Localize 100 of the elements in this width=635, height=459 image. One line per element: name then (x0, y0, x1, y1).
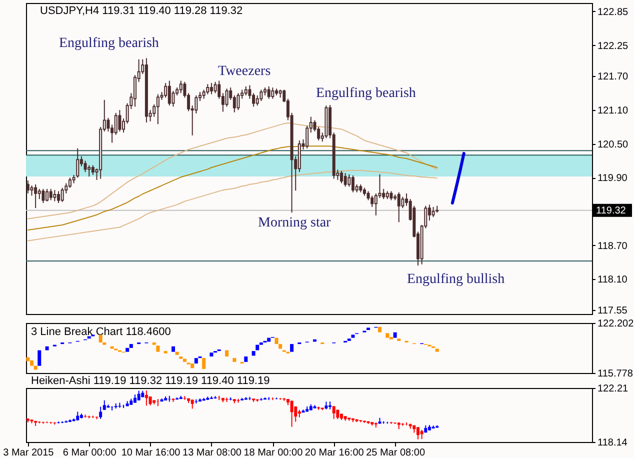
bar (244, 356, 248, 362)
candlestick (99, 406, 102, 420)
candlestick (210, 82, 213, 95)
annotation: Morning star (258, 216, 332, 231)
candlestick (168, 80, 171, 106)
candlestick (88, 415, 91, 419)
y-tick-label: 122.21 (598, 384, 629, 394)
candlestick (420, 429, 424, 440)
bar (175, 352, 179, 355)
candlestick (57, 190, 60, 204)
candlestick (416, 426, 420, 440)
bar (152, 342, 156, 345)
bar (202, 358, 206, 369)
candlestick (340, 170, 344, 184)
y-tick-label: 122.25 (598, 40, 629, 52)
x-tick-label: 20 Mar 16:00 (304, 448, 364, 458)
candlestick (351, 174, 354, 193)
candlestick (53, 190, 56, 202)
bar (210, 352, 214, 356)
y-tick-label: 121.10 (598, 106, 629, 117)
line-series (27, 170, 438, 242)
candlestick (179, 80, 182, 94)
y-tick-label: 115.778 (598, 368, 634, 380)
bar (378, 326, 382, 332)
bar (278, 344, 282, 349)
y-tick-label: 122.85 (598, 6, 629, 18)
bar (435, 348, 439, 352)
y-tick-label: 119.90 (598, 173, 628, 184)
bar (366, 328, 370, 330)
candlestick (38, 188, 41, 200)
candlestick (26, 180, 30, 194)
candlestick (84, 160, 87, 173)
bar (232, 358, 236, 362)
candlestick (232, 94, 236, 113)
candlestick (49, 188, 52, 201)
candlestick (172, 90, 175, 108)
candlestick (236, 92, 240, 111)
x-tick-label: 6 Mar 00:00 (62, 448, 117, 458)
bar (156, 346, 160, 352)
candlestick (91, 164, 94, 176)
x-tick-label: 3 Mar 2015 (3, 448, 54, 458)
bar (182, 358, 186, 362)
bar (259, 342, 263, 345)
candlestick (225, 88, 228, 108)
candlestick (348, 174, 351, 188)
candlestick (68, 177, 72, 188)
bar (256, 344, 260, 350)
candlestick (397, 192, 400, 223)
bar (393, 332, 397, 338)
bar (87, 336, 91, 339)
y-tick-label: 122.202 (598, 318, 634, 330)
bar (126, 348, 130, 352)
candlestick (432, 206, 435, 218)
candlestick (190, 399, 194, 410)
annotation: Tweezers (218, 64, 271, 79)
bar (129, 344, 133, 348)
bar (38, 350, 42, 366)
candlestick (106, 117, 110, 132)
annotation: Engulfing bearish (59, 36, 159, 51)
candlestick (42, 188, 45, 204)
bar (225, 350, 229, 356)
bar (290, 344, 294, 352)
candlestick (156, 94, 160, 125)
candlestick (118, 110, 122, 132)
candlestick (183, 396, 186, 400)
candlestick (244, 86, 248, 96)
candlestick (390, 190, 393, 201)
candlestick (374, 192, 378, 216)
bar (194, 358, 198, 364)
candlestick (137, 390, 140, 401)
chart-title: USDJPY,H4 119.31 119.40 119.28 119.32 (40, 5, 243, 17)
candlestick (60, 187, 64, 202)
y-tick-label: 117.55 (598, 306, 628, 317)
candlestick (290, 400, 294, 428)
bar (102, 342, 106, 345)
ref-line-label: 119.32 (596, 205, 626, 216)
y-tick-label: 118.70 (598, 240, 628, 252)
bar (267, 338, 271, 342)
annotation: Engulfing bullish (407, 272, 505, 287)
candlestick (332, 406, 336, 420)
candlestick (370, 195, 374, 208)
y-tick-label: 118.10 (598, 274, 628, 286)
candlestick (252, 92, 256, 108)
bar (274, 338, 278, 344)
candlestick (34, 184, 38, 209)
annotation: Engulfing bearish (316, 86, 416, 101)
candlestick (133, 74, 136, 108)
candlestick (214, 81, 217, 94)
x-tick-label: 10 Mar 16:00 (121, 448, 181, 458)
candlestick (102, 400, 106, 410)
bar (45, 346, 49, 350)
candlestick (271, 87, 274, 100)
chart-title: 3 Line Break Chart 118.4600 (31, 326, 171, 338)
bar (190, 363, 194, 368)
bar (34, 366, 38, 370)
candlestick (30, 185, 34, 196)
bar (386, 333, 390, 338)
bar (30, 360, 34, 366)
candlestick (260, 89, 263, 102)
candlestick (88, 164, 91, 178)
